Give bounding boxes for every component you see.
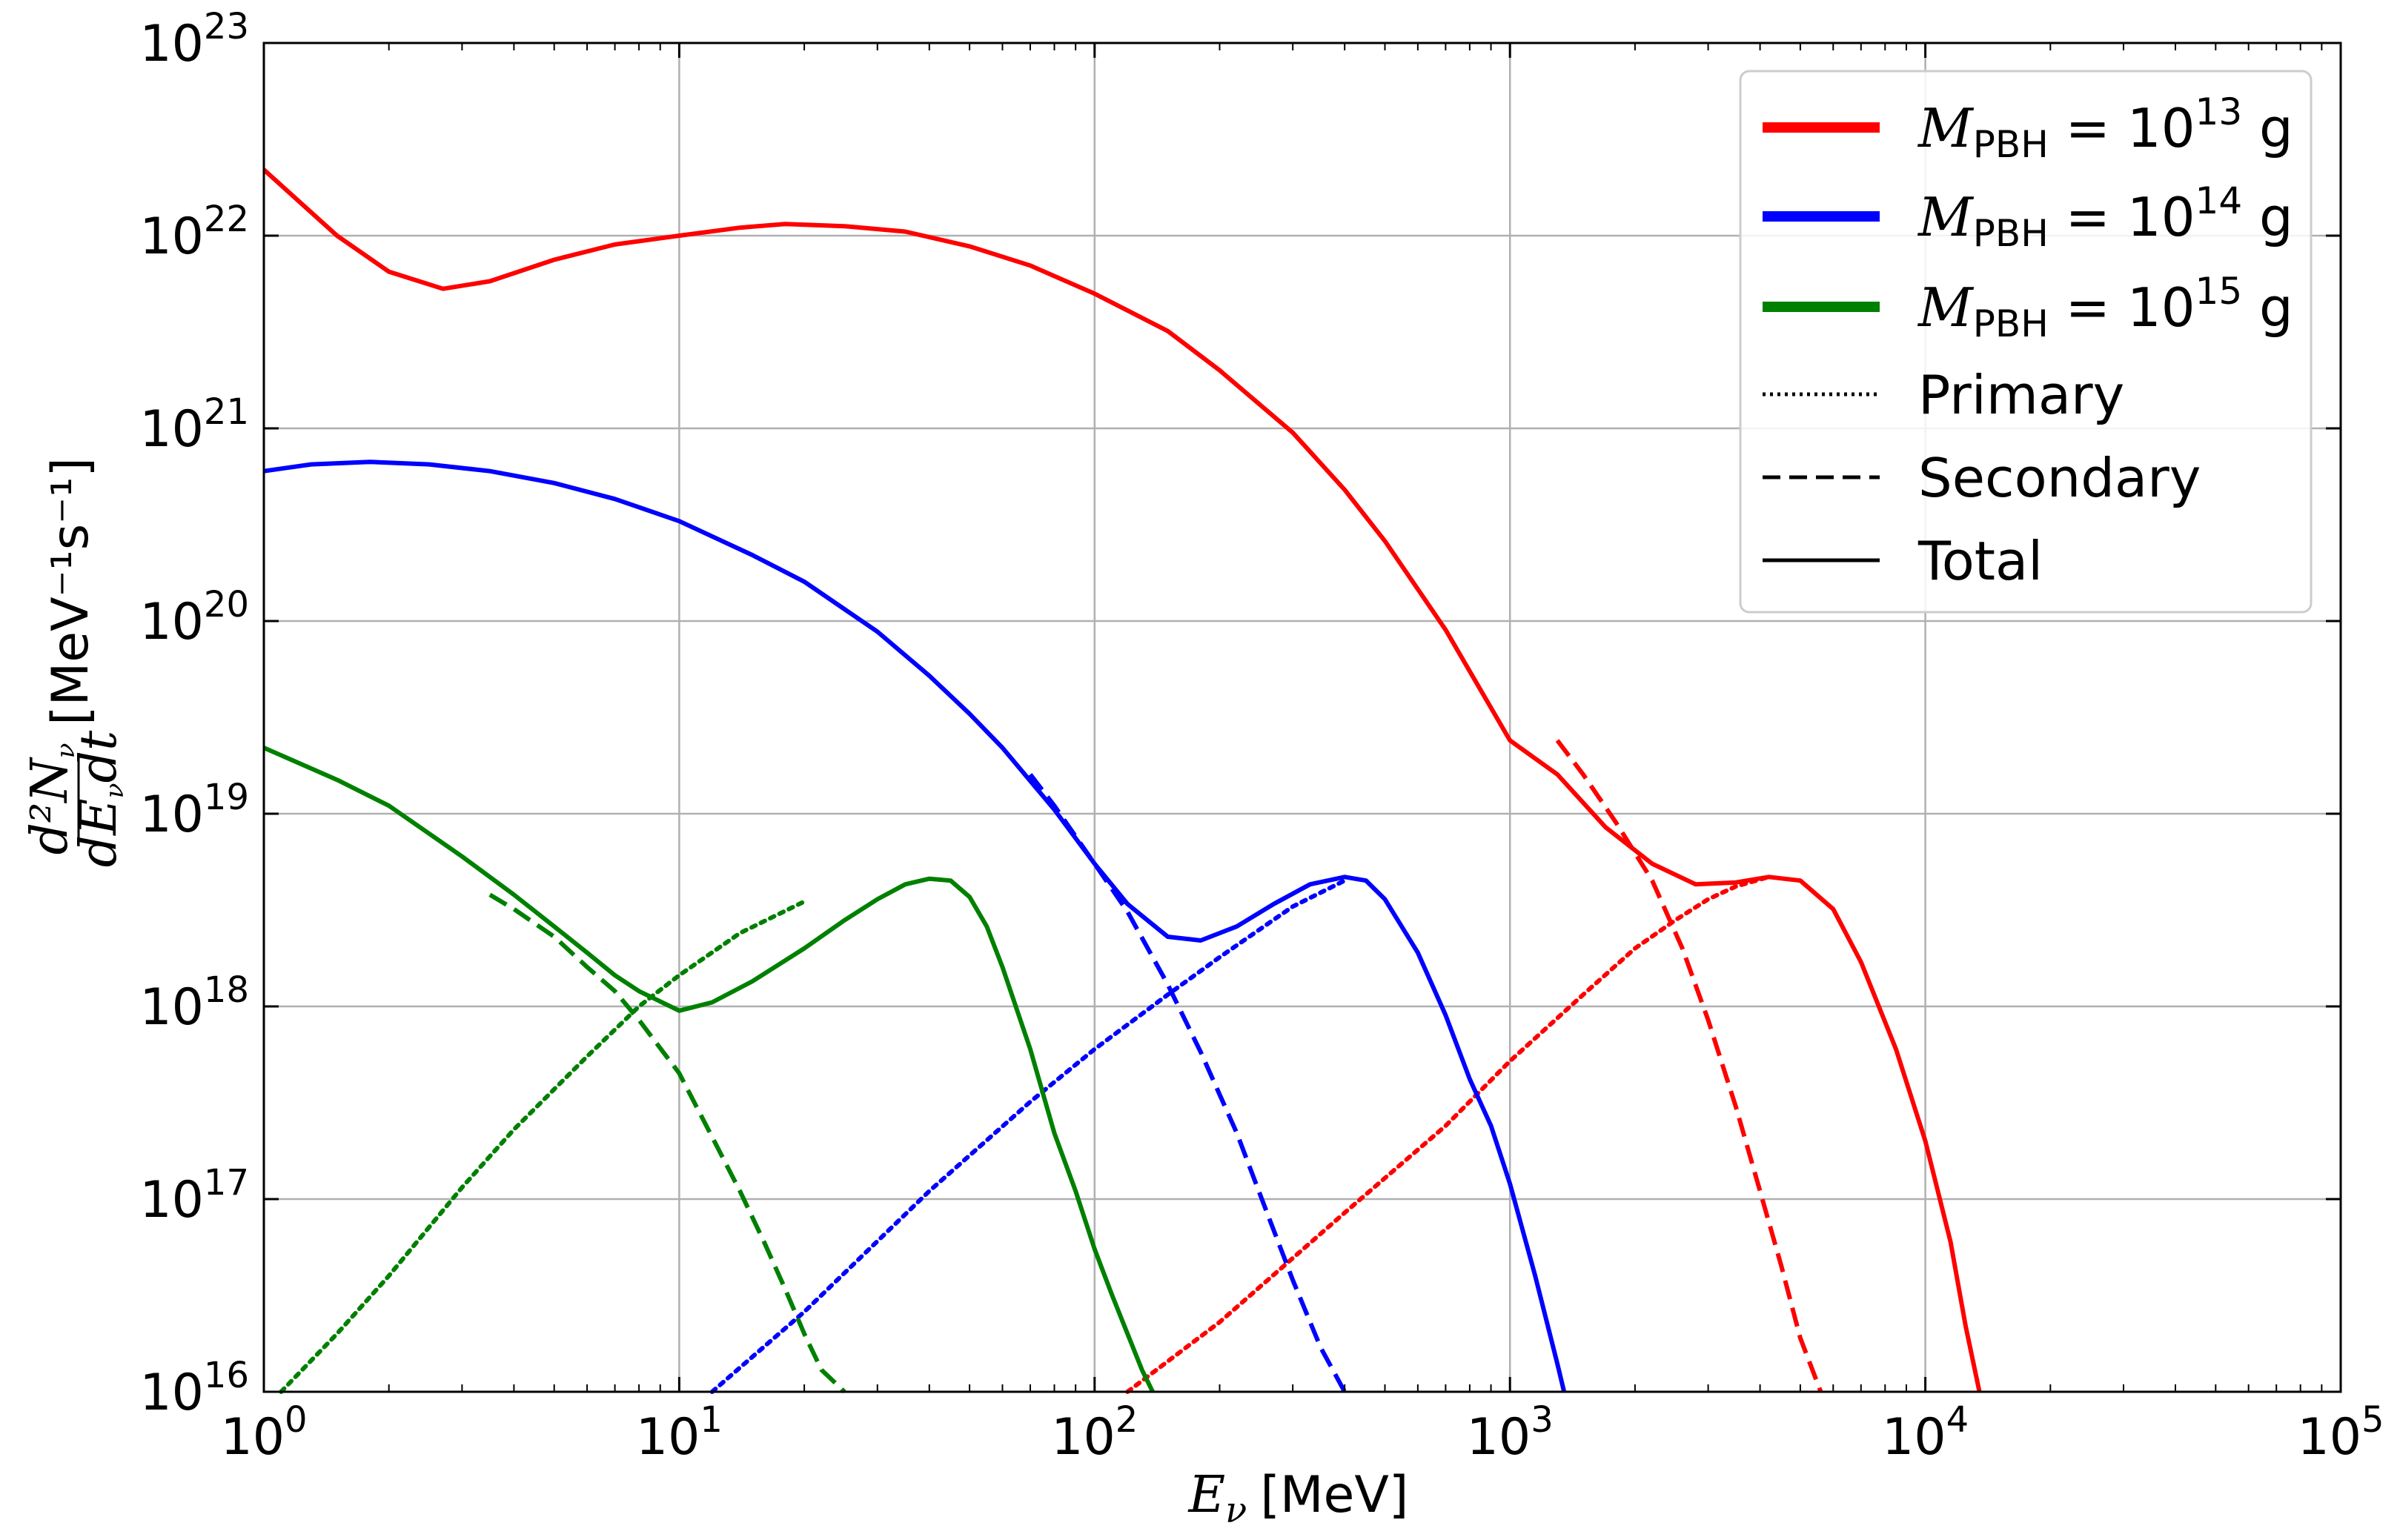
y-tick-label: 1017 [139, 1162, 249, 1229]
y-tick-label: 1021 [139, 391, 249, 459]
y-label-denominator: dEνdt [70, 730, 130, 867]
series-line-primary [279, 899, 807, 1394]
legend-label: MPBH = 1014 g [1917, 179, 2293, 255]
legend-label: MPBH = 1013 g [1917, 90, 2293, 166]
y-tick-label: 1016 [139, 1355, 249, 1422]
y-label-unit: [MeV⁻¹s⁻¹] [42, 457, 100, 726]
series-line-total [263, 459, 1567, 1393]
x-tick-label: 101 [636, 1399, 723, 1467]
x-axis-label: Eν [MeV] [1187, 1466, 1409, 1531]
legend-label: Total [1917, 530, 2043, 592]
series-line-primary [709, 878, 1347, 1394]
series-line-total [262, 167, 1982, 1393]
x-tick-label: 104 [1882, 1399, 1969, 1467]
x-tick-labels: 100 101 102 103 104 105 [220, 1399, 2384, 1467]
plot-frame [262, 42, 2342, 1393]
legend-label: MPBH = 1015 g [1917, 270, 2293, 345]
legend-label: Primary [1918, 364, 2124, 426]
y-tick-label: 1019 [139, 777, 249, 844]
y-tick-labels: 1016 1017 1018 1019 1020 1021 1022 1023 [139, 6, 249, 1422]
legend: MPBH = 1013 g MPBH = 1014 g MPBH = 1015 g P… [1739, 70, 2313, 614]
legend-box [1739, 70, 2313, 614]
series-line-secondary [488, 892, 846, 1394]
series-line-total [262, 746, 1155, 1393]
axis-ticks [262, 42, 2342, 1393]
y-tick-label: 1022 [139, 199, 249, 266]
legend-label: Secondary [1918, 447, 2201, 509]
series-line-primary [1125, 874, 1771, 1394]
y-tick-label: 1023 [139, 6, 249, 73]
y-axis-label: d²Nν dEνdt [MeV⁻¹s⁻¹] [21, 457, 130, 867]
x-tick-label: 100 [220, 1399, 307, 1467]
x-tick-label: 105 [2297, 1399, 2384, 1467]
series-line-secondary [1555, 739, 1823, 1393]
y-label-numerator: d²Nν [21, 743, 81, 855]
y-tick-label: 1018 [139, 969, 249, 1037]
series-layer [262, 167, 1982, 1394]
x-tick-label: 102 [1051, 1399, 1138, 1467]
y-tick-label: 1020 [139, 584, 249, 651]
x-tick-label: 103 [1467, 1399, 1554, 1467]
